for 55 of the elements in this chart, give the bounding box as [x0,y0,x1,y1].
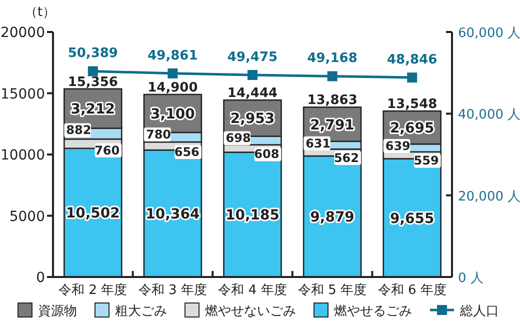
y-axis-title: （t） [24,5,56,20]
data-label: 639 [385,139,410,154]
total-label: 13,548 [387,97,438,112]
y-tick-label: 20000 [0,25,45,41]
data-label: 49,861 [148,48,198,64]
legend-label: 資源物 [38,304,77,319]
y-tick-label: 15000 [0,86,45,102]
legend-資源物: 資源物 [18,302,77,319]
data-label: 698 [226,131,251,146]
y2-tick-label: 40,000 人 [458,108,520,123]
total-label: 15,356 [68,74,118,90]
x-tick-label: 令和 4 年度 [218,282,287,298]
y2-tick-label: 20,000 人 [458,189,520,204]
legend-燃やせないごみ: 燃やせないごみ [184,302,296,319]
total-label: 14,900 [148,80,198,96]
data-label: 559 [414,154,439,168]
total-label: 13,863 [307,93,358,108]
legend-label: 燃やせないごみ [205,304,296,319]
y2-tick-label: 0 人 [458,271,484,286]
data-label: 656 [174,145,200,160]
y-tick-label: 5000 [9,208,45,225]
data-label: 882 [66,123,92,138]
data-label: 760 [94,143,120,158]
y2-tick-label: 60,000 人 [458,26,520,41]
x-tick-label: 令和 2 年度 [58,282,128,298]
data-label: 608 [254,147,280,162]
legend-label: 燃やせるごみ [334,304,412,319]
x-tick-label: 令和 5 年度 [298,282,367,298]
y-tick-label: 0 [36,270,45,286]
data-label: 49,168 [307,51,358,66]
x-tick-label: 令和 3 年度 [138,282,207,298]
data-label: 631 [306,136,331,150]
data-label: 50,389 [68,46,118,62]
data-label: 3,100 [150,106,196,122]
legend-label: 総人口 [459,304,499,319]
data-label: 780 [146,127,172,142]
total-label: 14,444 [227,86,278,102]
data-label: 2,695 [390,120,434,137]
data-label: 49,475 [227,50,278,65]
legend-燃やせるごみ: 燃やせるごみ [314,302,412,319]
data-label: 9,879 [310,209,354,226]
legend-label: 粗大ごみ [115,304,167,319]
data-label: 2,953 [230,111,275,128]
data-label: 2,791 [310,117,354,134]
data-label: 10,364 [146,206,200,223]
data-label: 10,502 [66,206,120,222]
data-label: 3,212 [70,102,116,118]
data-label: 10,185 [225,208,280,224]
data-label: 9,655 [390,210,434,227]
data-label: 562 [334,150,360,165]
legend-粗大ごみ: 粗大ごみ [94,302,167,319]
data-label: 48,846 [387,52,438,68]
x-tick-label: 令和 6 年度 [378,282,446,298]
legend-総人口: 総人口 [430,304,499,319]
y-tick-label: 10000 [0,148,45,164]
